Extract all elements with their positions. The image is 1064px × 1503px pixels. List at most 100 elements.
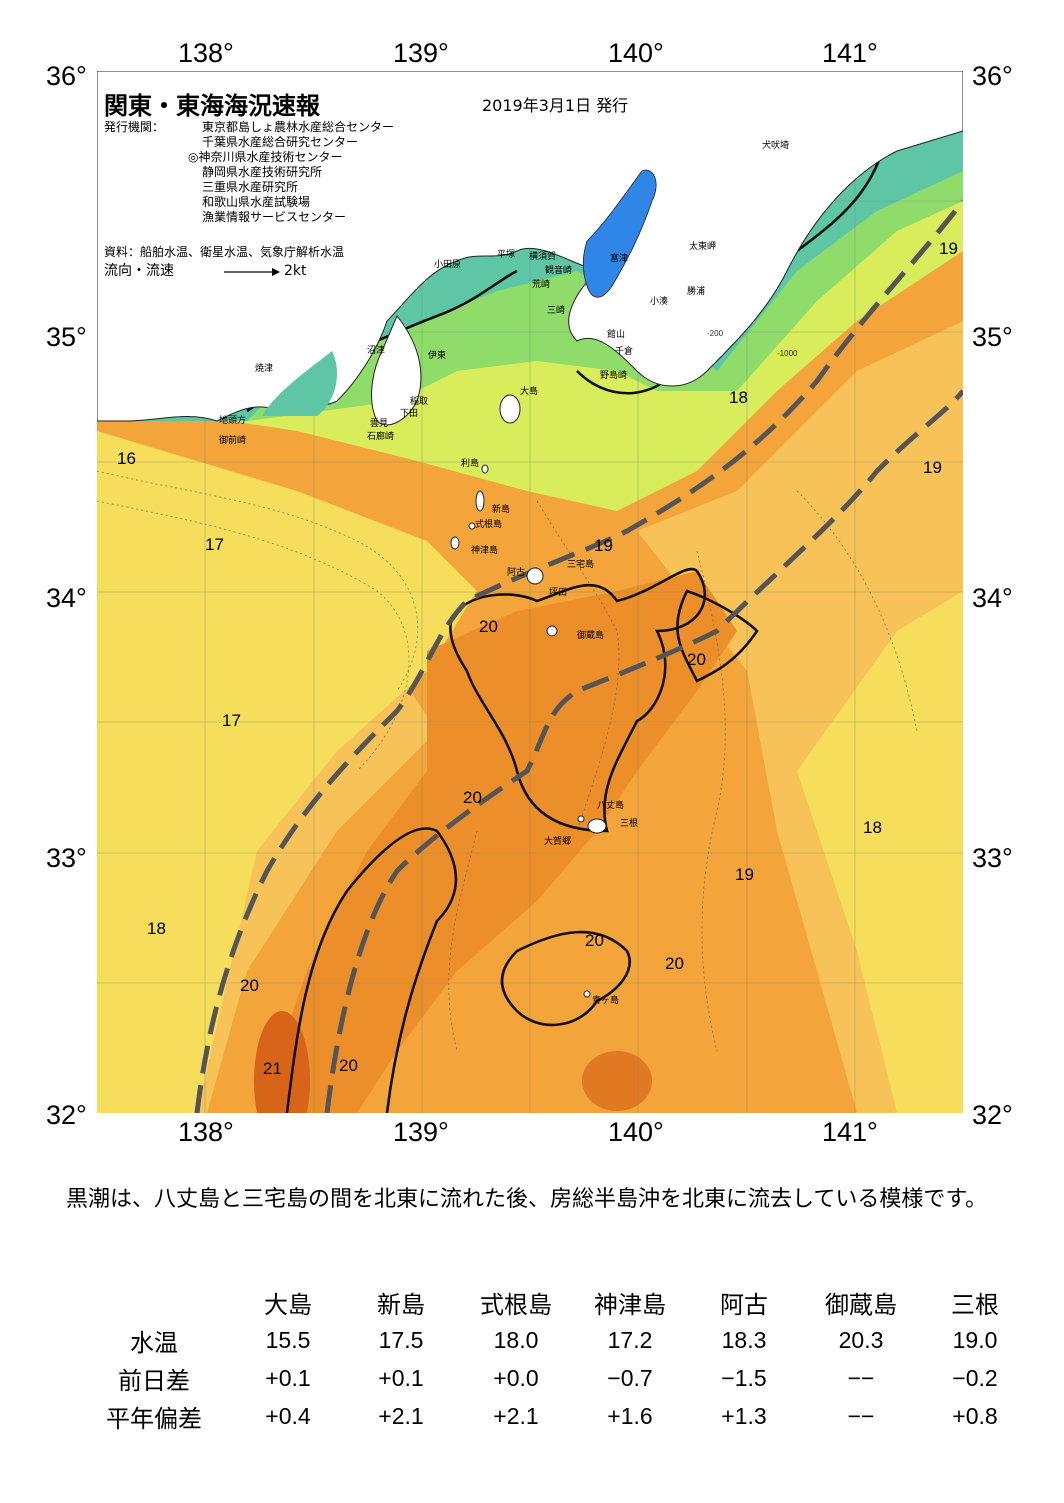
isotherm-label-20-g: 20 xyxy=(339,1056,358,1075)
place-chikura: 千倉 xyxy=(615,345,633,357)
table-cell: −− xyxy=(847,1364,875,1391)
place-shikinejima: 式根島 xyxy=(475,518,502,530)
publisher-list: 東京都島しょ農林水産総合センター 千葉県水産総合研究センター ◎神奈川県水産技術… xyxy=(188,120,394,225)
table-cell: −1.5 xyxy=(721,1364,767,1391)
lat-right-32: 32° xyxy=(972,1100,1013,1130)
current-legend-arrow xyxy=(224,268,280,276)
table-row: 前日差 +0.1 +0.1 +0.0 −0.7 −1.5 −− −0.2 xyxy=(76,1359,1030,1397)
island-oshima xyxy=(499,394,521,424)
publisher-1: 東京都島しょ農林水産総合センター xyxy=(202,120,395,134)
place-mikurajima: 御蔵島 xyxy=(577,629,604,641)
kuroshio-axes xyxy=(194,199,963,1113)
col-mikurajima: 御蔵島 xyxy=(825,1290,897,1319)
island-shikinejima xyxy=(468,522,476,530)
table-cell: −− xyxy=(847,1402,875,1429)
publisher-7: 漁業情報サービスセンター xyxy=(202,210,347,224)
isotherm-label-20-e: 20 xyxy=(665,954,684,973)
place-okago: 大賀郷 xyxy=(544,835,571,847)
depth-label-1000: -1000 xyxy=(777,349,798,358)
isotherm-20-central xyxy=(449,567,707,833)
table-cell: 17.5 xyxy=(378,1326,424,1353)
map-title: 関東・東海海況速報 xyxy=(104,92,320,120)
table-cell: 18.0 xyxy=(493,1326,539,1353)
publisher-3: ◎神奈川県水産技術センター xyxy=(188,150,343,164)
place-inubozaki: 犬吠埼 xyxy=(762,139,789,151)
table-cell: −0.2 xyxy=(952,1364,998,1391)
table-cell: +2.1 xyxy=(378,1402,424,1429)
place-kominato: 小湊 xyxy=(650,295,668,307)
issue-date: 2019年3月1日 発行 xyxy=(482,96,629,115)
col-kozushima: 神津島 xyxy=(594,1290,666,1319)
place-inatori: 稲取 xyxy=(410,395,428,407)
isotherm-label-21: 21 xyxy=(263,1059,282,1078)
table-row: 平年偏差 +0.4 +2.1 +2.1 +1.6 +1.3 −− +0.8 xyxy=(76,1397,1030,1435)
sea-deep-orange-core xyxy=(257,571,737,1113)
sea-temperature-map: 小田原 平塚 横須賀 富津 観音崎 荒崎 三崎 館山 千倉 野島崎 犬吠埼 太東… xyxy=(97,71,963,1113)
island-toshima xyxy=(481,464,489,474)
place-omaezaki: 御前崎 xyxy=(219,434,246,446)
sea-hot-spot-2 xyxy=(582,1051,652,1111)
isotherm-20-south xyxy=(500,930,631,1027)
publisher-2: 千葉県水産総合研究センター xyxy=(202,135,359,149)
isotherm-label-17-b: 17 xyxy=(222,711,241,730)
row-label-temp: 水温 xyxy=(130,1328,178,1357)
isotherm-label-18-c: 18 xyxy=(147,919,166,938)
place-jitoukata: 地頭方 xyxy=(219,414,246,426)
place-katsuura: 勝浦 xyxy=(687,285,705,297)
lon-bottom-139: 139° xyxy=(393,1117,449,1147)
lon-bottom-140: 140° xyxy=(608,1117,664,1147)
place-miyazu: 富津 xyxy=(610,252,628,264)
place-kannonzaki: 観音崎 xyxy=(545,264,572,276)
isotherm-20-right xyxy=(676,589,759,683)
place-hiratsuka: 平塚 xyxy=(497,249,515,260)
sea-suruga-cool xyxy=(262,351,337,416)
lat-left-33: 33° xyxy=(46,843,87,873)
isotherm-label-16: 16 xyxy=(117,449,136,468)
data-sources: 資料：船舶水温、衛星水温、気象庁解析水温 xyxy=(104,245,345,259)
place-tsubota: 坪田 xyxy=(549,587,567,598)
lat-left-36: 36° xyxy=(46,61,87,91)
lat-right-35: 35° xyxy=(972,322,1013,352)
island-hachijojima xyxy=(587,818,607,834)
table-cell: +0.1 xyxy=(378,1364,424,1391)
table-cell: +0.8 xyxy=(952,1402,998,1429)
isotherm-label-20-f: 20 xyxy=(240,976,259,995)
isotherm-labels: 16 17 17 18 18 18 19 19 19 19 20 20 20 2… xyxy=(117,239,958,1078)
place-taitomisaki: 太東岬 xyxy=(689,240,716,252)
table-cell: +1.6 xyxy=(607,1402,653,1429)
place-kumomi: 雲見 xyxy=(370,418,388,429)
table-cell: 18.3 xyxy=(721,1326,767,1353)
lat-right-34: 34° xyxy=(972,583,1013,613)
isotherm-20-west xyxy=(285,827,458,1113)
land-honshu xyxy=(97,71,963,422)
table-cell: −0.7 xyxy=(607,1364,653,1391)
place-misaki: 三崎 xyxy=(547,304,565,316)
place-niijima: 新島 xyxy=(492,503,510,515)
table-cell: +0.1 xyxy=(265,1364,311,1391)
place-miyakejima: 三宅島 xyxy=(567,558,594,570)
current-legend-scale: 2kt xyxy=(284,263,307,279)
place-tateyama: 館山 xyxy=(607,328,625,340)
table-cell: +1.3 xyxy=(721,1402,767,1429)
lat-left-32: 32° xyxy=(46,1100,87,1130)
place-nojimazaki: 野島崎 xyxy=(600,369,627,381)
island-temperature-table: 大島 新島 式根島 神津島 阿古 御蔵島 三根 水温 15.5 17.5 18.… xyxy=(76,1283,1030,1435)
place-aogashima: 青ヶ島 xyxy=(592,994,619,1006)
isotherm-label-19-d: 19 xyxy=(735,865,754,884)
col-oshima: 大島 xyxy=(264,1290,312,1319)
place-mitsune: 三根 xyxy=(620,817,638,829)
table-cell: 15.5 xyxy=(265,1326,311,1353)
place-labels: 小田原 平塚 横須賀 富津 観音崎 荒崎 三崎 館山 千倉 野島崎 犬吠埼 太東… xyxy=(219,139,789,1006)
lon-top-140: 140° xyxy=(608,38,664,68)
bathymetry-contours xyxy=(97,470,918,1052)
isotherm-label-19-a: 19 xyxy=(939,239,958,258)
island-niijima xyxy=(475,490,485,512)
row-label-day-diff: 前日差 xyxy=(118,1366,190,1395)
lat-right-36: 36° xyxy=(972,61,1013,91)
place-toshima: 利島 xyxy=(461,457,479,469)
lat-left-35: 35° xyxy=(46,322,87,352)
isotherm-label-20-a: 20 xyxy=(479,617,498,636)
place-odawara: 小田原 xyxy=(434,259,461,270)
row-label-anomaly: 平年偏差 xyxy=(106,1404,202,1433)
isotherm-label-18-a: 18 xyxy=(729,388,748,407)
